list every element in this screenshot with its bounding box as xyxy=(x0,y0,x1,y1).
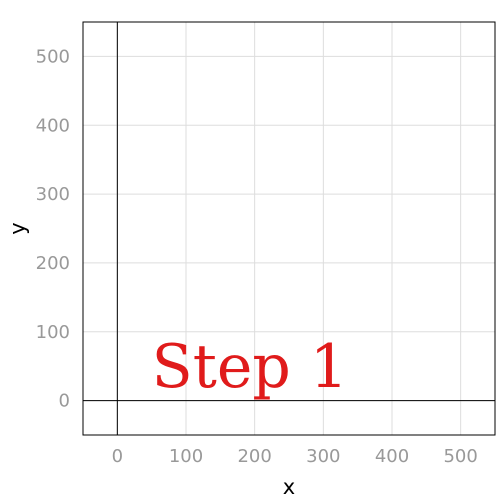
x-tick-labels: 0 100 200 300 400 500 xyxy=(112,446,478,467)
y-tick-label: 100 xyxy=(36,322,70,343)
x-tick-label: 400 xyxy=(375,446,409,467)
annotations: Step 1 xyxy=(152,332,348,402)
grid xyxy=(83,22,495,435)
y-tick-label: 500 xyxy=(36,46,70,67)
x-tick-label: 200 xyxy=(237,446,271,467)
y-tick-label: 300 xyxy=(36,184,70,205)
y-tick-labels: 0 100 200 300 400 500 xyxy=(36,46,70,411)
y-tick-label: 0 xyxy=(59,391,70,412)
step-annotation: Step 1 xyxy=(152,332,348,402)
y-tick-label: 400 xyxy=(36,115,70,136)
x-axis-title: x xyxy=(283,475,295,499)
y-tick-label: 200 xyxy=(36,253,70,274)
x-tick-label: 300 xyxy=(306,446,340,467)
y-axis-title: y xyxy=(5,222,29,234)
x-tick-label: 500 xyxy=(443,446,477,467)
axis-lines xyxy=(83,22,495,435)
plot-frame xyxy=(82,21,496,436)
x-tick-label: 0 xyxy=(112,446,123,467)
x-tick-label: 100 xyxy=(169,446,203,467)
